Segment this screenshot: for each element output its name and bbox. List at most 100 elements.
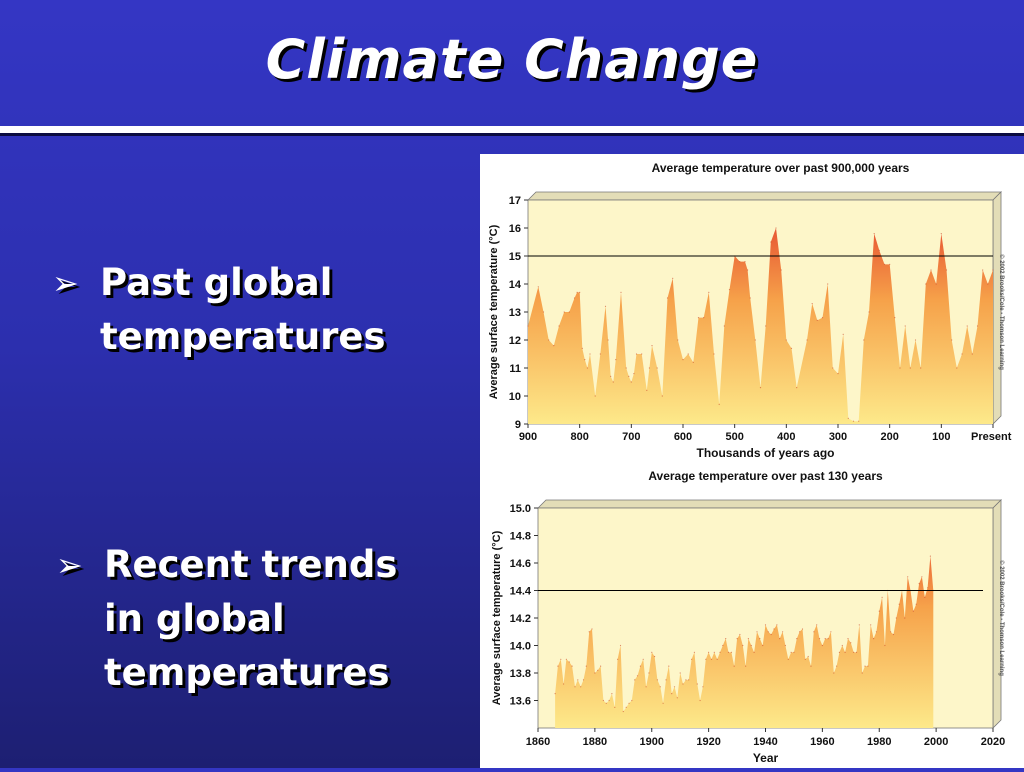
data-point [749, 297, 751, 299]
data-point [821, 317, 824, 319]
data-point [810, 665, 812, 667]
data-point [554, 693, 556, 695]
data-point [801, 628, 804, 630]
data-point [847, 638, 849, 640]
copyright-credit: © 2002 Brooks/Cole - Thomson Learning [998, 560, 1005, 676]
data-point [920, 367, 922, 369]
data-point [750, 644, 752, 647]
data-point [628, 702, 630, 704]
y-tick-label: 12 [509, 335, 521, 347]
data-point [878, 249, 880, 251]
data-point [608, 699, 610, 702]
title-divider [0, 126, 1024, 133]
data-point [733, 665, 735, 667]
x-tick-label: 100 [932, 431, 950, 443]
data-point [693, 651, 695, 653]
data-point [563, 311, 565, 313]
data-point [930, 269, 932, 271]
data-point [747, 638, 749, 640]
data-point [864, 665, 866, 667]
data-point [870, 624, 872, 626]
data-point [641, 353, 643, 355]
data-point [739, 261, 741, 263]
data-point [918, 583, 920, 585]
data-point [594, 672, 596, 674]
data-point [807, 655, 809, 658]
data-point [642, 658, 644, 660]
data-point [773, 628, 775, 630]
data-point [620, 291, 622, 293]
data-point [759, 638, 761, 640]
data-point [899, 367, 901, 369]
y-axis-label: Average surface temperature (°C) [491, 530, 503, 705]
data-point [806, 339, 808, 341]
data-point [702, 686, 704, 688]
data-point [588, 631, 590, 633]
bullet-past-temperatures: ➢ Past global temperatures [52, 256, 386, 364]
data-point [904, 617, 906, 619]
data-point [585, 665, 587, 667]
y-axis-label: Average surface temperature (°C) [488, 224, 500, 399]
data-point [604, 305, 607, 307]
data-point [790, 347, 793, 349]
data-point [708, 291, 710, 293]
x-tick-label: 300 [829, 431, 847, 443]
data-point [742, 644, 744, 647]
x-tick-label: 1940 [753, 736, 777, 748]
data-point [753, 651, 755, 653]
data-point [710, 658, 713, 660]
data-point [889, 263, 891, 265]
data-point [853, 651, 855, 653]
y-tick-label: 14.0 [510, 641, 531, 653]
data-point [925, 283, 927, 285]
chart-900k-years: 9 10 11 12 13 14 15 16 17 900 800 700 600 500 400 300 20… [488, 161, 1012, 460]
data-point [718, 403, 720, 405]
data-point [586, 367, 588, 369]
data-point [582, 679, 585, 681]
data-point [612, 381, 614, 383]
temperature-charts: 9 10 11 12 13 14 15 16 17 900 800 700 600 500 400 300 20… [488, 161, 1012, 765]
y-tick-label: 13.6 [510, 696, 531, 708]
data-point [573, 297, 576, 299]
x-tick-label: 2000 [924, 736, 948, 748]
temperature-area [555, 556, 934, 728]
data-point [599, 353, 601, 355]
data-point [858, 624, 860, 626]
data-point [625, 367, 627, 369]
data-point [875, 631, 877, 633]
data-point [804, 658, 806, 660]
data-point [790, 651, 792, 653]
data-point [636, 675, 639, 677]
data-point [940, 233, 942, 235]
data-point [793, 651, 795, 653]
data-point [607, 339, 609, 341]
data-point [776, 624, 778, 626]
data-point [894, 317, 896, 319]
data-point [890, 631, 892, 633]
data-point [579, 291, 581, 293]
data-point [668, 665, 670, 667]
data-point [634, 679, 636, 681]
data-point [548, 339, 550, 341]
bullet-line: Recent trends [104, 543, 398, 586]
data-point [656, 679, 658, 681]
data-point [895, 617, 897, 619]
y-tick-label: 14 [509, 279, 522, 291]
y-tick-label: 13 [509, 307, 521, 319]
y-tick-label: 14.8 [510, 531, 531, 543]
data-point [976, 325, 979, 327]
data-point [591, 628, 593, 630]
x-tick-label: 2020 [981, 736, 1005, 748]
data-point [646, 389, 648, 391]
data-point [966, 325, 968, 327]
y-tick-label: 14.4 [510, 586, 532, 598]
data-point [713, 353, 715, 355]
data-point [787, 658, 789, 660]
y-tick-label: 15.0 [510, 503, 531, 515]
data-point [824, 638, 826, 640]
y-tick-label: 11 [509, 363, 521, 375]
bullet-recent-trends: ➢ Recent trends in global temperatures [56, 538, 398, 700]
data-point [837, 373, 839, 375]
data-point [584, 359, 586, 361]
data-point [780, 269, 782, 271]
